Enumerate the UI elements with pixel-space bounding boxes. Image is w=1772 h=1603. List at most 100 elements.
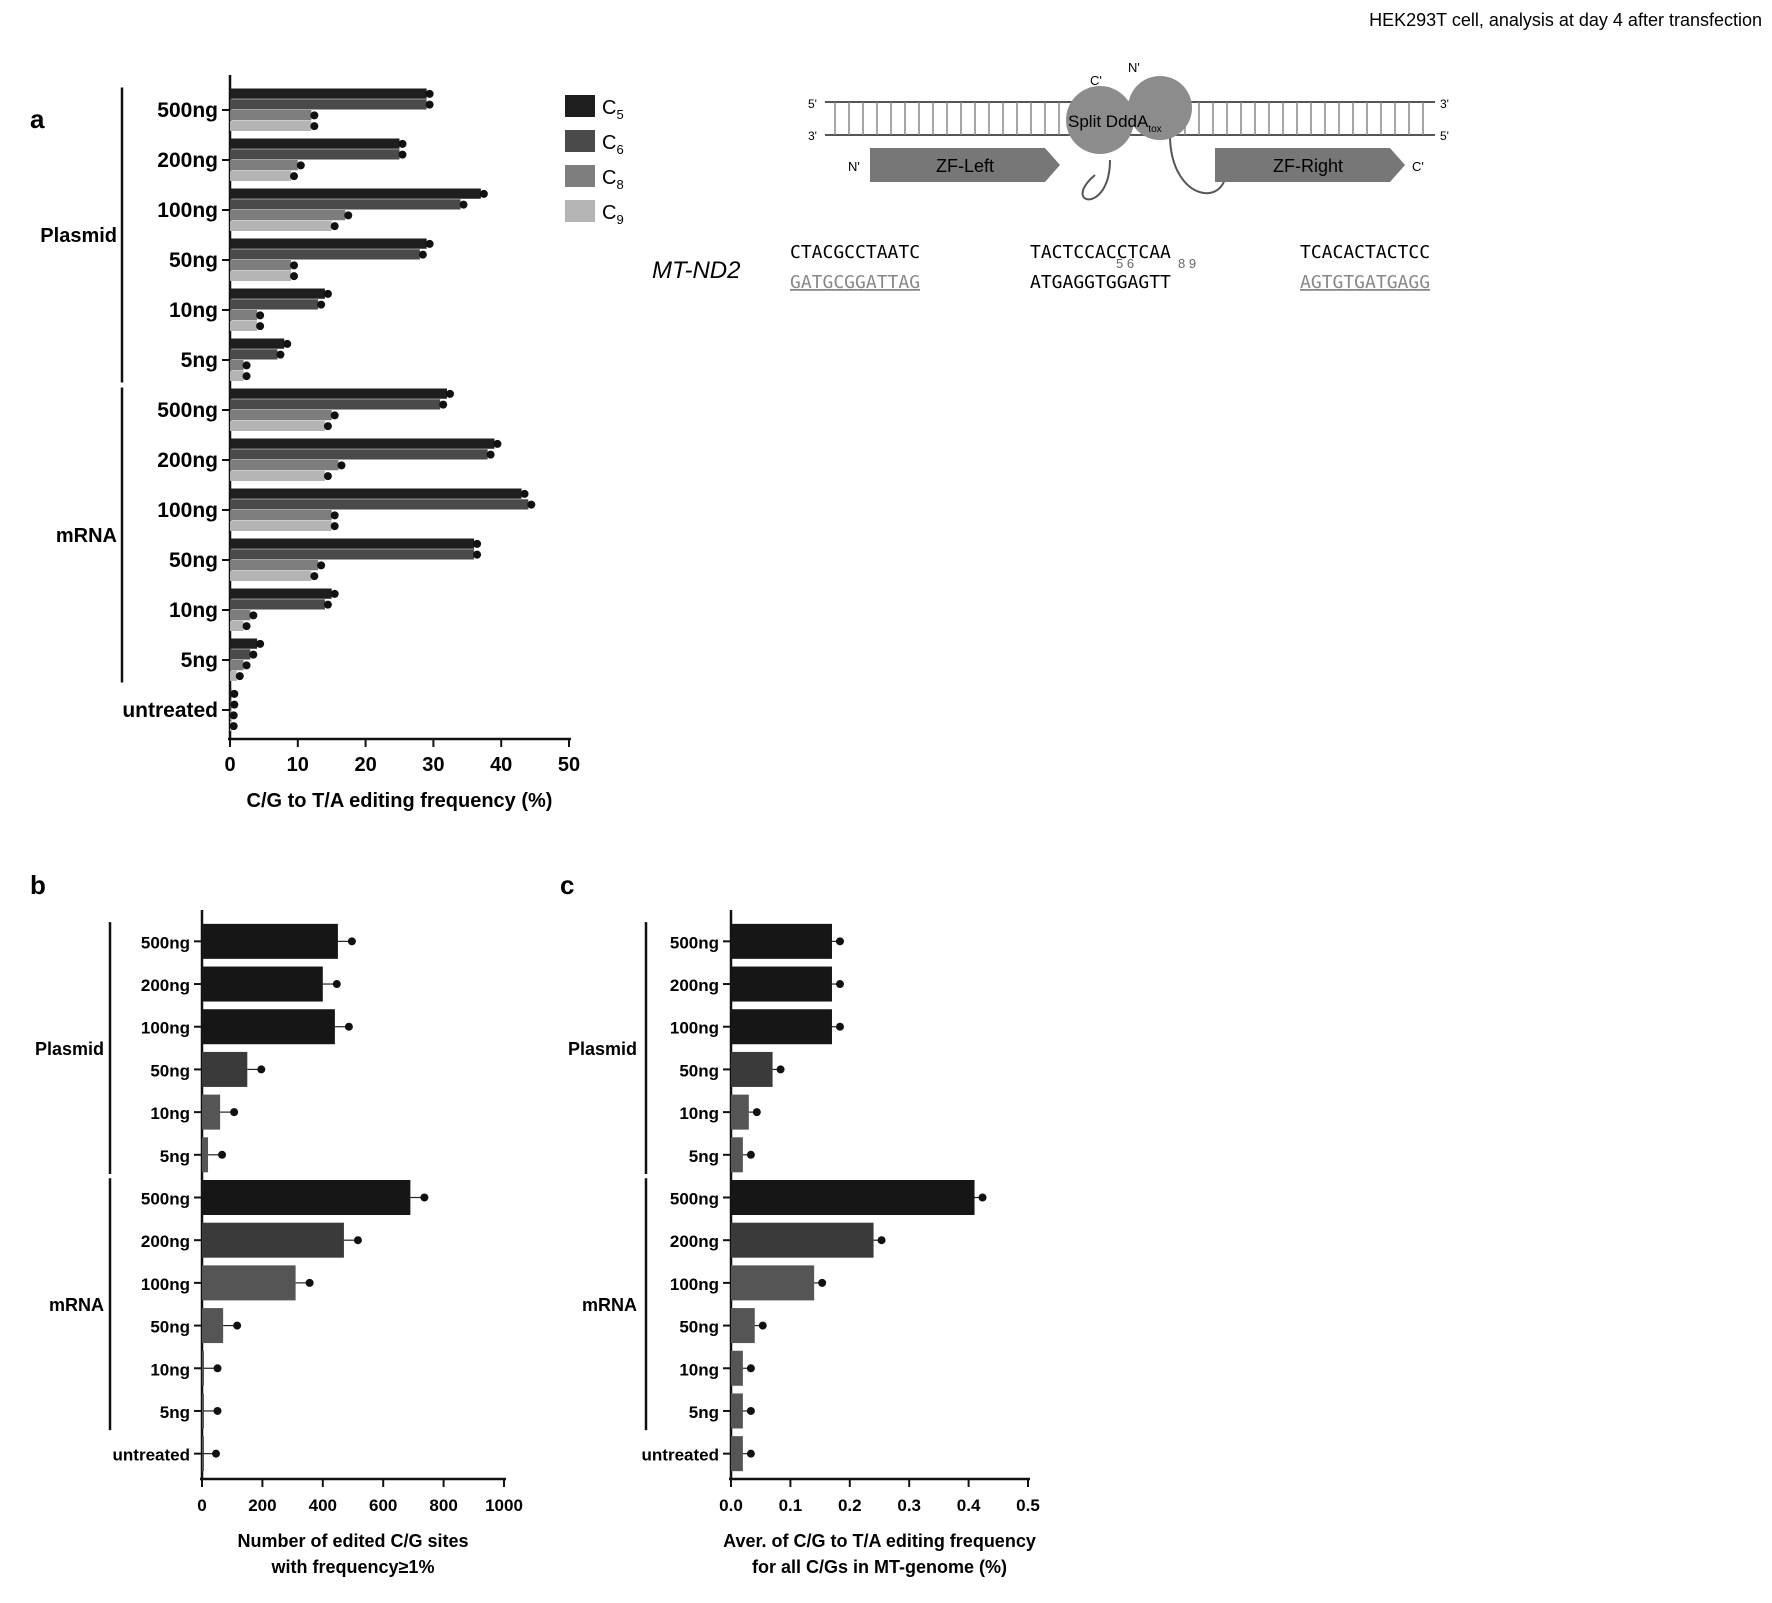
- data-point: [213, 1364, 222, 1373]
- y-tick-label: 50ng: [679, 1061, 719, 1080]
- data-point: [330, 511, 339, 520]
- y-tick-label: 500ng: [670, 1190, 719, 1209]
- bar: [202, 1222, 344, 1258]
- legend-label-c5: C5: [602, 97, 624, 122]
- bar: [731, 1222, 874, 1258]
- ddda-half-left: [1066, 86, 1134, 154]
- data-point: [242, 622, 251, 631]
- x-tick-label: 10: [287, 754, 309, 776]
- data-point: [479, 189, 488, 198]
- bar-c8: [230, 510, 332, 521]
- bar-c8: [230, 560, 319, 571]
- data-point: [283, 339, 292, 348]
- data-point: [425, 239, 434, 248]
- data-point: [330, 411, 339, 420]
- zf-left-label: ZF-Left: [936, 156, 994, 176]
- data-point: [317, 561, 326, 570]
- bar-c8: [230, 610, 251, 621]
- data-point: [746, 1406, 755, 1415]
- y-tick-label: 5ng: [181, 649, 218, 672]
- bottom-seq-right: AGTGTGATGAGG: [1300, 272, 1430, 293]
- data-point: [323, 600, 332, 609]
- group-label: Plasmid: [35, 1039, 104, 1059]
- legend-swatch-c8: [565, 165, 595, 187]
- data-point: [520, 489, 529, 498]
- data-point: [235, 672, 244, 681]
- data-point: [746, 1150, 755, 1159]
- y-tick-label: 50ng: [150, 1318, 190, 1337]
- bar-c9: [230, 370, 244, 381]
- ddda-c-terminus: C': [1090, 73, 1102, 88]
- bar-c9: [230, 670, 237, 681]
- group-label: mRNA: [56, 525, 117, 547]
- x-tick-label: 0.5: [1016, 1496, 1040, 1515]
- data-point: [229, 722, 238, 731]
- data-point: [330, 222, 339, 231]
- bar: [731, 1436, 743, 1472]
- data-point: [877, 1236, 886, 1245]
- y-tick-label: 500ng: [157, 399, 218, 422]
- bar-c8: [230, 460, 339, 471]
- y-tick-label: untreated: [113, 1446, 190, 1465]
- data-point: [249, 650, 258, 659]
- bar: [731, 1137, 743, 1173]
- data-point: [317, 300, 326, 309]
- legend-swatch-c9: [565, 200, 595, 222]
- bar: [202, 923, 338, 959]
- data-point: [218, 1150, 227, 1159]
- top-strand-5prime: 5': [808, 97, 817, 111]
- bar-c6: [230, 349, 278, 360]
- y-tick-label: 200ng: [141, 1232, 190, 1251]
- data-point: [752, 1108, 761, 1117]
- legend-label-c6: C6: [602, 132, 624, 157]
- data-point: [242, 661, 251, 670]
- data-point: [330, 522, 339, 531]
- y-tick-label: 100ng: [141, 1275, 190, 1294]
- data-point: [310, 122, 319, 131]
- y-tick-label: 10ng: [679, 1360, 719, 1379]
- bar-c9: [230, 320, 258, 331]
- zf-left-n-terminus: N': [848, 159, 860, 174]
- panel-letter-a: a: [30, 104, 45, 134]
- data-point: [276, 350, 285, 359]
- bar: [731, 1393, 743, 1429]
- bar: [202, 1350, 204, 1386]
- data-point: [310, 572, 319, 581]
- y-tick-label: 500ng: [157, 99, 218, 122]
- top-seq-spacer: TACTCCACCTCAA: [1030, 242, 1171, 263]
- bar-c5: [230, 138, 400, 149]
- data-point: [305, 1278, 314, 1287]
- data-point: [439, 400, 448, 409]
- bar-c6: [230, 249, 420, 260]
- data-point: [398, 139, 407, 148]
- data-point: [486, 450, 495, 459]
- x-axis-title: with frequency≥1%: [271, 1557, 435, 1577]
- split-ddda-label: Split DddAtox: [1068, 112, 1162, 135]
- x-axis-title: for all C/Gs in MT-genome (%): [752, 1557, 1007, 1577]
- data-point: [445, 389, 454, 398]
- data-point: [835, 1022, 844, 1031]
- data-point: [473, 550, 482, 559]
- x-axis-title: C/G to T/A editing frequency (%): [247, 790, 553, 812]
- x-axis-title: Aver. of C/G to T/A editing frequency: [723, 1531, 1036, 1551]
- x-tick-label: 0.1: [779, 1496, 803, 1515]
- bar-c9: [230, 220, 332, 231]
- bar-c6: [230, 299, 319, 310]
- x-axis-title: Number of edited C/G sites: [237, 1531, 468, 1551]
- data-point: [256, 639, 265, 648]
- bottom-strand-3prime: 3': [808, 129, 817, 143]
- linker-left: [1081, 159, 1111, 201]
- x-tick-label: 800: [429, 1496, 457, 1515]
- zf-right-domain: [1215, 148, 1405, 182]
- bar: [202, 1179, 411, 1216]
- legend-panel-a: C5 C6 C8 C9: [565, 95, 624, 227]
- chart-panel-a: 500ng 200ng 100ng 50ng 10ng 5ng 500ng 200ng 100n…: [40, 75, 580, 812]
- x-tick-label: 0.0: [719, 1496, 743, 1515]
- data-point: [347, 937, 356, 946]
- bar-c5: [230, 288, 325, 299]
- panel-letter-c: c: [560, 870, 574, 900]
- chart-panel-c: 500ng 200ng 100ng 50ng 10ng 5ng 500ng 200ng 100n…: [568, 910, 1040, 1577]
- bar: [202, 1094, 221, 1130]
- x-tick-label: 0.2: [838, 1496, 862, 1515]
- bar: [731, 1009, 832, 1045]
